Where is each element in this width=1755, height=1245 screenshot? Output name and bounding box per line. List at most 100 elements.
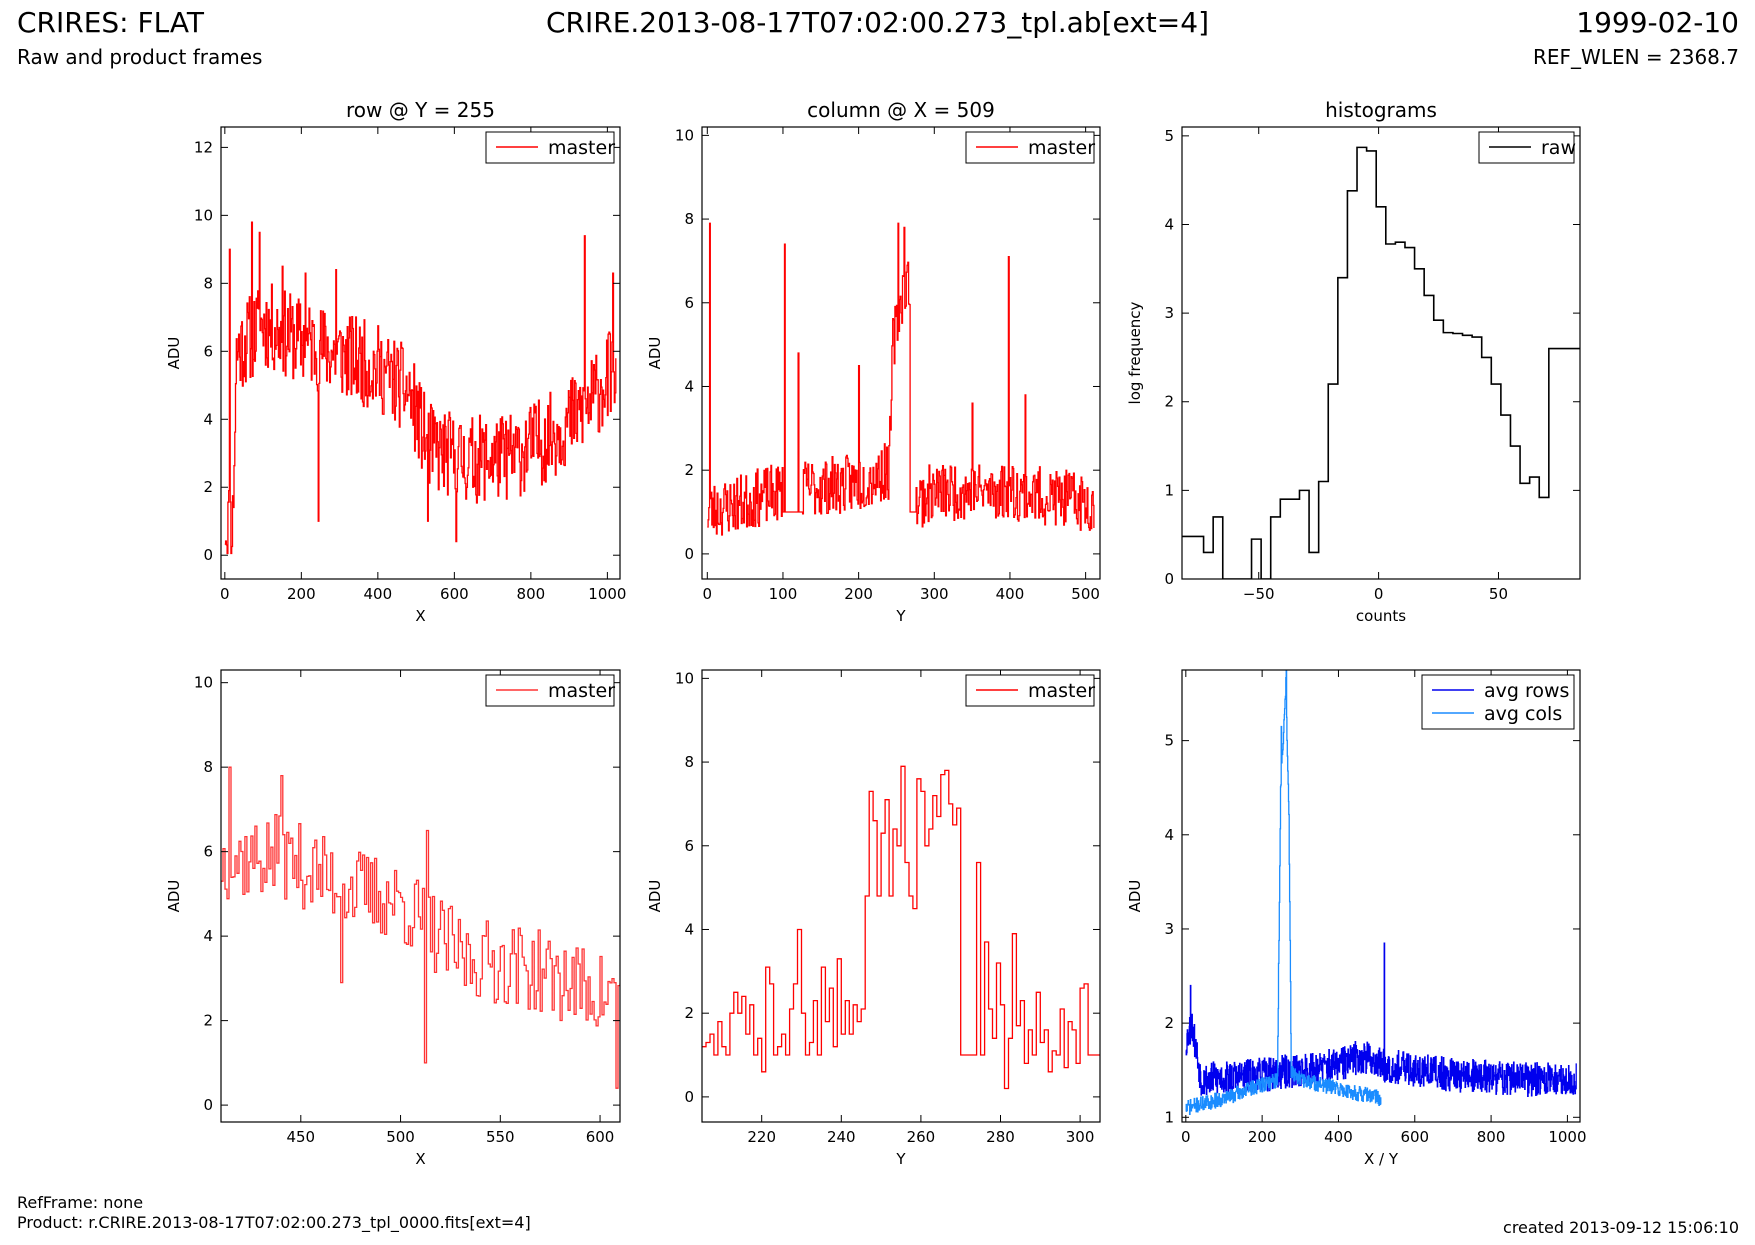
legend-label: avg cols: [1484, 703, 1562, 725]
series-line-master: [707, 222, 1095, 536]
legend: raw: [1478, 131, 1576, 164]
y-tick-label: 3: [1164, 304, 1174, 322]
chart-col-full: 0 100 200 300 400 500 0 2 4 6 8 10 column @ X = 509 Y…: [646, 98, 1101, 625]
y-tick-label: 8: [203, 274, 213, 292]
y-tick-label: 2: [684, 461, 694, 479]
product-label: Product: r.CRIRE.2013-08-17T07:02:00.273…: [17, 1213, 531, 1232]
x-tick-label: 300: [920, 585, 949, 603]
legend-label: raw: [1541, 137, 1576, 159]
y-tick-label: 0: [684, 1088, 694, 1106]
x-tick-label: 240: [827, 1128, 856, 1146]
x-tick-label: 260: [907, 1128, 936, 1146]
x-tick-label: 0: [703, 585, 713, 603]
y-axis-label: ADU: [165, 880, 183, 913]
x-tick-label: 200: [1248, 1128, 1277, 1146]
plot-frame: [701, 669, 1101, 1123]
y-tick-label: 1: [1164, 1108, 1174, 1126]
series-line-master: [221, 766, 620, 1089]
plot-subtitle: Raw and product frames: [17, 45, 263, 69]
x-tick-label: 600: [1400, 1128, 1429, 1146]
x-axis-label: X / Y: [1364, 1150, 1399, 1168]
y-tick-label: 0: [1164, 570, 1174, 588]
x-tick-label: 280: [986, 1128, 1015, 1146]
x-tick-label: 400: [996, 585, 1025, 603]
series-line-raw: [1182, 146, 1580, 579]
ref-wavelength: REF_WLEN = 2368.7: [1532, 45, 1739, 69]
legend: master: [485, 674, 615, 707]
legend: master: [965, 131, 1095, 164]
y-tick-label: 6: [684, 837, 694, 855]
y-tick-label: 2: [203, 478, 213, 496]
y-tick-label: 10: [675, 669, 694, 687]
y-axis-label: ADU: [646, 880, 664, 913]
series-group: [707, 222, 1095, 536]
legend: master: [485, 131, 615, 164]
y-axis-label: ADU: [1126, 880, 1144, 913]
ref-frame-label: RefFrame: none: [17, 1193, 144, 1212]
y-tick-label: 10: [194, 674, 213, 692]
x-tick-label: 600: [586, 1128, 615, 1146]
series-group: [221, 766, 620, 1089]
series-group: [1182, 146, 1580, 579]
chart-histogram: −50 0 50 0 1 2 3 4 5 histograms counts log frequenc…: [1126, 98, 1581, 625]
plot-frame: [220, 669, 621, 1123]
x-tick-label: 0: [220, 585, 230, 603]
legend-box: [1421, 674, 1575, 730]
legend-label: master: [548, 680, 615, 702]
x-tick-label: 0: [1181, 1128, 1191, 1146]
y-tick-label: 4: [203, 927, 213, 945]
x-tick-label: −50: [1243, 585, 1275, 603]
y-tick-label: 4: [684, 377, 694, 395]
series-group: [702, 765, 1100, 1090]
x-tick-label: 200: [287, 585, 316, 603]
created-timestamp: created 2013-09-12 15:06:10: [1503, 1218, 1739, 1237]
series-line-avg-cols: [1185, 670, 1382, 1115]
y-tick-label: 4: [1164, 826, 1174, 844]
legend-label: master: [1028, 680, 1095, 702]
y-tick-label: 8: [203, 758, 213, 776]
y-tick-label: 5: [1164, 127, 1174, 145]
y-tick-label: 1: [1164, 481, 1174, 499]
legend-label: avg rows: [1484, 680, 1569, 702]
series-group: [224, 221, 617, 555]
x-tick-label: 400: [1324, 1128, 1353, 1146]
legend: master: [965, 674, 1095, 707]
x-axis-label: X: [415, 607, 425, 625]
y-axis-label: ADU: [165, 337, 183, 370]
y-tick-label: 8: [684, 753, 694, 771]
plot-area: [1182, 670, 1580, 1122]
plot-area: [221, 670, 620, 1122]
series-group: [1185, 670, 1577, 1115]
plot-frame: [701, 126, 1101, 580]
x-tick-label: 0: [1374, 585, 1384, 603]
y-tick-label: 10: [194, 206, 213, 224]
y-tick-label: 2: [1164, 1014, 1174, 1032]
legend-label: master: [548, 137, 615, 159]
y-axis-label: ADU: [646, 337, 664, 370]
x-tick-label: 1000: [588, 585, 626, 603]
y-tick-label: 0: [203, 546, 213, 564]
y-tick-label: 6: [684, 294, 694, 312]
plot-title: CRIRES: FLAT: [17, 6, 204, 39]
chart-title: column @ X = 509: [807, 98, 995, 122]
x-axis-label: X: [415, 1150, 425, 1168]
chart-title: histograms: [1325, 98, 1437, 122]
y-tick-label: 2: [684, 1004, 694, 1022]
x-tick-label: 1000: [1548, 1128, 1586, 1146]
y-tick-label: 12: [194, 138, 213, 156]
plot-frame: [1181, 669, 1581, 1123]
y-tick-label: 8: [684, 210, 694, 228]
chart-col-zoom: 220 240 260 280 300 0 2 4 6 8 10 Y ADU master: [646, 669, 1101, 1168]
series-line-master: [224, 221, 617, 555]
observation-date: 1999-02-10: [1576, 6, 1739, 39]
chart-averages: 0 200 400 600 800 1000 1 2 3 4 5 X / Y ADU avg rowsav…: [1126, 669, 1587, 1168]
plot-area: [1182, 127, 1580, 579]
y-tick-label: 3: [1164, 920, 1174, 938]
x-axis-label: Y: [895, 1150, 906, 1168]
x-axis-label: Y: [895, 607, 906, 625]
x-tick-label: 200: [844, 585, 873, 603]
y-tick-label: 6: [203, 843, 213, 861]
plot-frame: [1181, 126, 1581, 580]
plot-frame: [220, 126, 621, 580]
